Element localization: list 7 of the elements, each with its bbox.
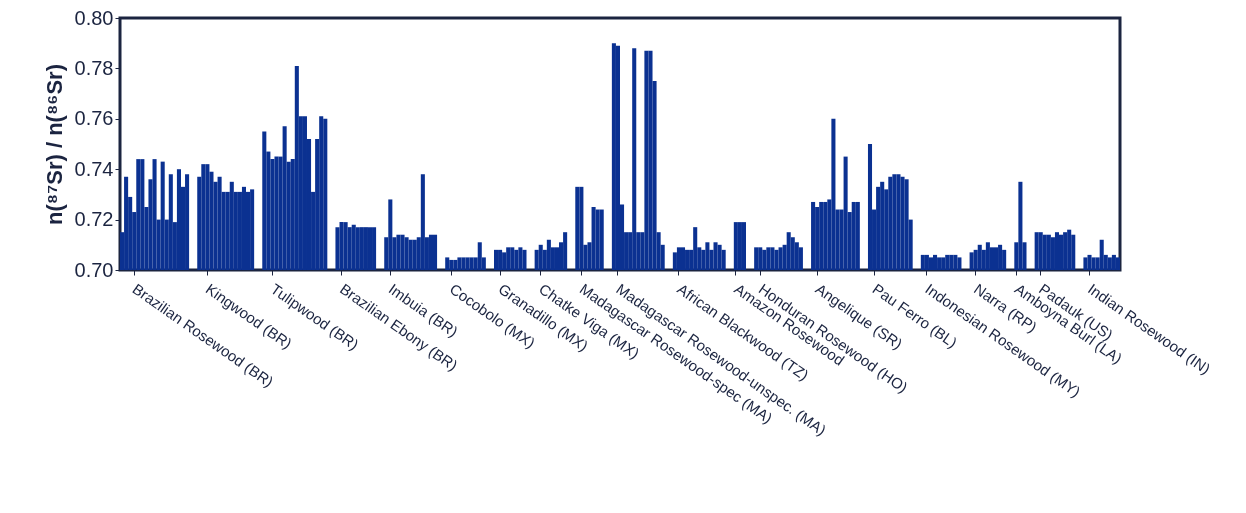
y-tick-label: 0.78 [74, 56, 114, 79]
y-tick-label: 0.70 [74, 258, 114, 281]
y-tick-label: 0.80 [74, 6, 114, 29]
y-tick-label: 0.76 [74, 107, 114, 130]
y-tick-label: 0.72 [74, 208, 114, 231]
y-tick-label: 0.74 [74, 157, 114, 180]
y-axis-title: n(⁸⁷Sr) / n(⁸⁶Sr) [41, 64, 67, 225]
